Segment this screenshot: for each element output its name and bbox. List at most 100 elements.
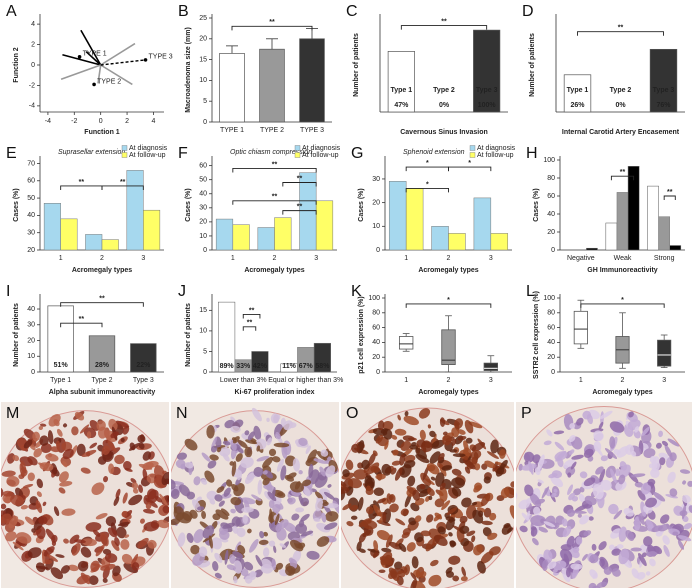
tissue	[162, 505, 169, 514]
percent-label: 28%	[95, 362, 110, 369]
tissue	[608, 544, 615, 550]
tissue	[441, 500, 451, 511]
tissue	[231, 484, 239, 492]
tissue	[347, 478, 362, 489]
tissue	[600, 479, 612, 491]
tissue	[240, 457, 254, 469]
tissue	[381, 547, 392, 553]
bar	[490, 233, 509, 251]
tissue	[222, 522, 236, 529]
y-tick-label: 60	[547, 193, 555, 200]
tissue	[262, 470, 268, 475]
tissue	[380, 428, 388, 434]
tissue	[571, 510, 587, 514]
tissue	[572, 546, 580, 553]
tissue	[201, 452, 211, 462]
tissue	[433, 534, 448, 546]
tissue	[112, 565, 121, 577]
tissue	[1, 513, 12, 524]
y-tick-label: 25	[199, 15, 207, 22]
tissue	[667, 471, 676, 484]
tissue	[146, 488, 157, 500]
tissue	[451, 468, 462, 476]
tissue	[441, 465, 453, 471]
tissue	[543, 549, 553, 563]
tissue	[373, 487, 385, 496]
tissue	[431, 439, 445, 449]
tissue	[45, 453, 59, 462]
bar	[431, 226, 449, 251]
tissue	[448, 532, 453, 537]
tissue	[560, 548, 573, 562]
tissue	[229, 461, 235, 466]
percent-label: 47%	[394, 102, 409, 109]
tissue	[403, 564, 411, 576]
significance-bracket	[232, 200, 317, 205]
tissue	[553, 488, 558, 493]
function-vector	[80, 29, 102, 66]
tissue	[267, 491, 277, 502]
tissue	[530, 527, 538, 537]
tissue	[663, 545, 670, 557]
tissue	[114, 454, 125, 465]
tissue	[90, 560, 100, 572]
bar	[473, 197, 492, 251]
tissue	[630, 547, 642, 552]
tissue	[39, 423, 47, 427]
tissue	[138, 484, 143, 493]
tissue	[470, 450, 482, 460]
bar	[257, 227, 275, 251]
tissue	[287, 497, 296, 505]
significance-label: **	[99, 296, 105, 303]
tissue	[280, 465, 287, 481]
tissue	[122, 492, 128, 504]
tissue	[80, 467, 91, 474]
tissue	[548, 473, 558, 479]
tissue	[448, 555, 461, 565]
percent-label: 42%	[253, 363, 268, 370]
tissue	[325, 511, 339, 522]
tissue	[327, 484, 332, 488]
x-axis-label: GH Immunoreactivity	[587, 267, 658, 274]
y-tick-label: 30	[27, 230, 35, 237]
tissue	[382, 421, 394, 431]
function-vector	[97, 64, 102, 84]
tissue	[147, 539, 157, 549]
tissue	[35, 562, 46, 573]
y-tick-label: -2	[29, 82, 35, 89]
tissue	[409, 444, 419, 450]
tissue	[420, 530, 431, 537]
tissue	[315, 497, 324, 512]
tissue	[533, 506, 541, 516]
panel-letter: B	[178, 3, 189, 20]
tissue	[567, 484, 574, 496]
tissue	[244, 561, 254, 571]
tissue	[422, 465, 430, 481]
tissue	[77, 560, 89, 572]
tissue	[568, 492, 576, 501]
y-tick-label: 30	[27, 322, 35, 329]
tissue	[583, 477, 596, 487]
tissue	[3, 496, 12, 504]
tissue	[599, 558, 605, 567]
x-axis-label: Acromegaly types	[592, 389, 652, 396]
tissue	[554, 451, 568, 461]
tissue	[392, 449, 399, 456]
tissue	[651, 462, 658, 471]
tissue	[219, 447, 231, 457]
x-tick-label: Type 1	[50, 377, 71, 384]
tissue	[445, 518, 455, 531]
x-tick-label: -2	[71, 118, 77, 125]
y-tick-label: 0	[551, 247, 555, 254]
y-tick-label: 100	[368, 295, 380, 302]
tissue	[623, 507, 634, 517]
legend-swatch	[121, 152, 128, 158]
y-tick-label: 50	[27, 195, 35, 202]
tissue	[483, 476, 491, 484]
y-axis-label: Number of patients	[185, 303, 192, 367]
tissue	[410, 578, 418, 588]
tissue	[226, 479, 233, 487]
significance-bracket	[405, 187, 449, 193]
tissue	[537, 526, 548, 533]
tissue	[235, 453, 243, 462]
